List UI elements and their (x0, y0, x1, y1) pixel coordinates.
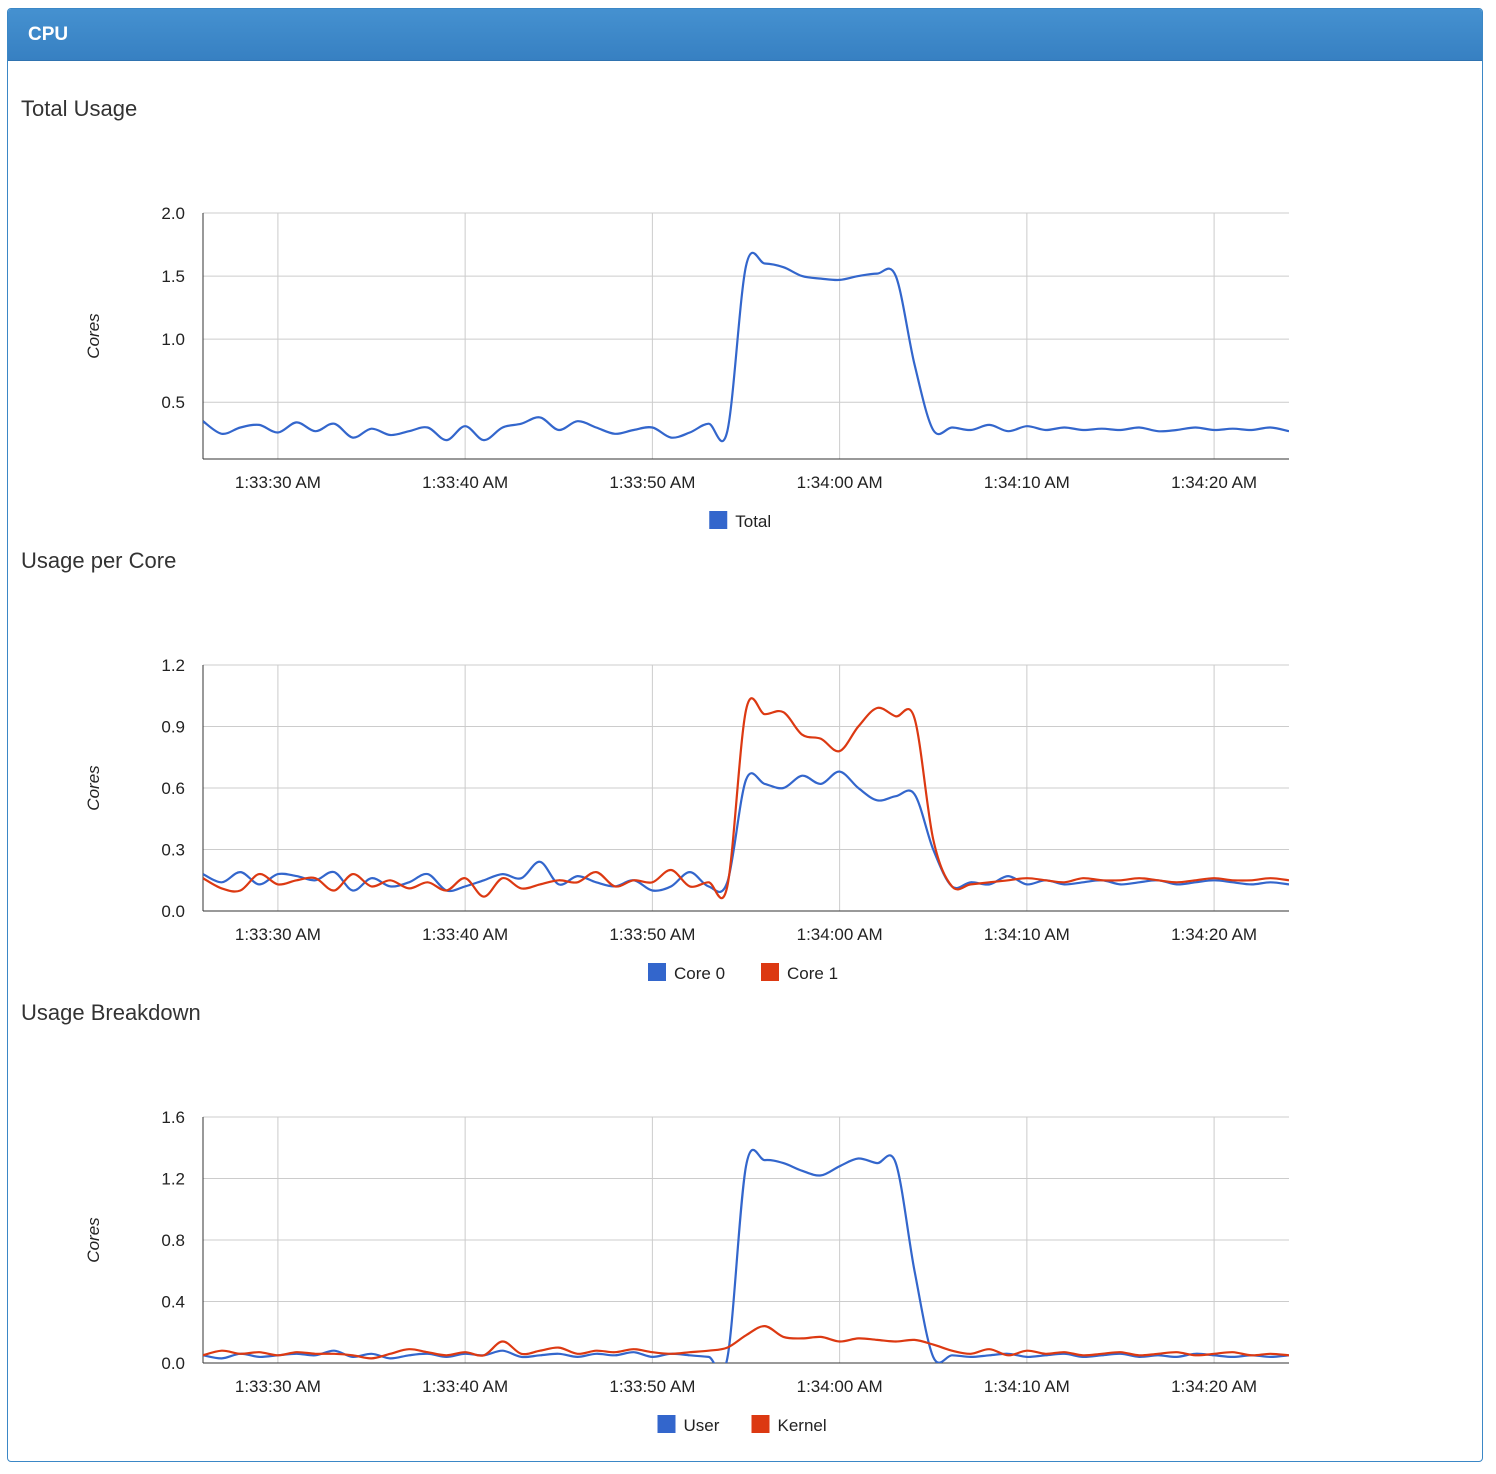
x-tick-label: 1:33:40 AM (422, 473, 508, 492)
x-tick-label: 1:33:30 AM (235, 473, 321, 492)
x-tick-label: 1:34:00 AM (797, 1377, 883, 1396)
series-line-core-1 (203, 697, 1289, 900)
legend-swatch (751, 1415, 770, 1433)
chart-title-usage-per-core: Usage per Core (21, 548, 177, 573)
chart-title-usage-breakdown: Usage Breakdown (21, 1000, 201, 1025)
y-tick-label: 1.0 (161, 330, 185, 349)
y-tick-label: 1.2 (161, 1170, 185, 1189)
x-tick-label: 1:33:50 AM (609, 1377, 695, 1396)
y-tick-label: 1.5 (161, 267, 185, 286)
y-tick-label: 0.6 (161, 779, 185, 798)
x-tick-label: 1:33:50 AM (609, 925, 695, 944)
y-tick-label: 0.8 (161, 1231, 185, 1250)
series-line-kernel (203, 1325, 1289, 1360)
legend-swatch (648, 963, 666, 981)
x-tick-label: 1:34:00 AM (797, 925, 883, 944)
y-tick-label: 1.6 (161, 1108, 185, 1127)
y-axis-label: Cores (84, 313, 103, 359)
legend-label: User (684, 1416, 720, 1435)
y-tick-label: 0.5 (161, 393, 185, 412)
y-tick-label: 0.3 (161, 841, 185, 860)
x-tick-label: 1:34:20 AM (1171, 1377, 1257, 1396)
cpu-panel: CPU (7, 8, 1483, 1462)
y-tick-label: 0.4 (161, 1293, 185, 1312)
y-axis-label: Cores (84, 765, 103, 811)
series-line-core-0 (203, 770, 1289, 893)
x-tick-label: 1:34:20 AM (1171, 925, 1257, 944)
x-tick-label: 1:33:30 AM (235, 1377, 321, 1396)
series-line-user (203, 1148, 1289, 1363)
legend-swatch (657, 1415, 676, 1433)
x-tick-label: 1:34:00 AM (797, 473, 883, 492)
y-tick-label: 0.0 (161, 1354, 185, 1373)
legend-swatch (761, 963, 779, 981)
legend-label: Kernel (778, 1416, 827, 1435)
series-line-total (203, 251, 1289, 442)
x-tick-label: 1:33:40 AM (422, 925, 508, 944)
chart-title-total-usage: Total Usage (21, 96, 138, 121)
y-axis-label: Cores (84, 1217, 103, 1263)
x-tick-label: 1:34:20 AM (1171, 473, 1257, 492)
legend-label: Core 1 (787, 964, 838, 983)
x-tick-label: 1:33:30 AM (235, 925, 321, 944)
y-tick-label: 0.0 (161, 902, 185, 921)
x-tick-label: 1:33:50 AM (609, 473, 695, 492)
y-tick-label: 1.2 (161, 656, 185, 675)
panel-title: CPU (28, 23, 69, 45)
usage-breakdown-chart: 0.0 0.4 0.8 1.2 1.6 1:33:30 AM 1:33:40 AM 1:33:… (84, 1108, 1289, 1435)
usage-per-core-chart: 0.0 0.3 0.6 0.9 1.2 1:33:30 AM 1:33:40 AM 1:33:… (84, 656, 1289, 983)
x-tick-label: 1:34:10 AM (984, 1377, 1070, 1396)
legend-label: Core 0 (674, 964, 725, 983)
y-tick-label: 2.0 (161, 204, 185, 223)
y-tick-label: 0.9 (161, 718, 185, 737)
x-tick-label: 1:34:10 AM (984, 473, 1070, 492)
legend-swatch (709, 511, 728, 529)
x-tick-label: 1:34:10 AM (984, 925, 1070, 944)
panel-heading: CPU (8, 9, 1482, 61)
legend-label: Total (735, 512, 771, 531)
x-tick-label: 1:33:40 AM (422, 1377, 508, 1396)
total-usage-chart: 0.5 1.0 1.5 2.0 1:33:30 AM 1:33:40 AM 1:33:50 … (84, 204, 1289, 531)
